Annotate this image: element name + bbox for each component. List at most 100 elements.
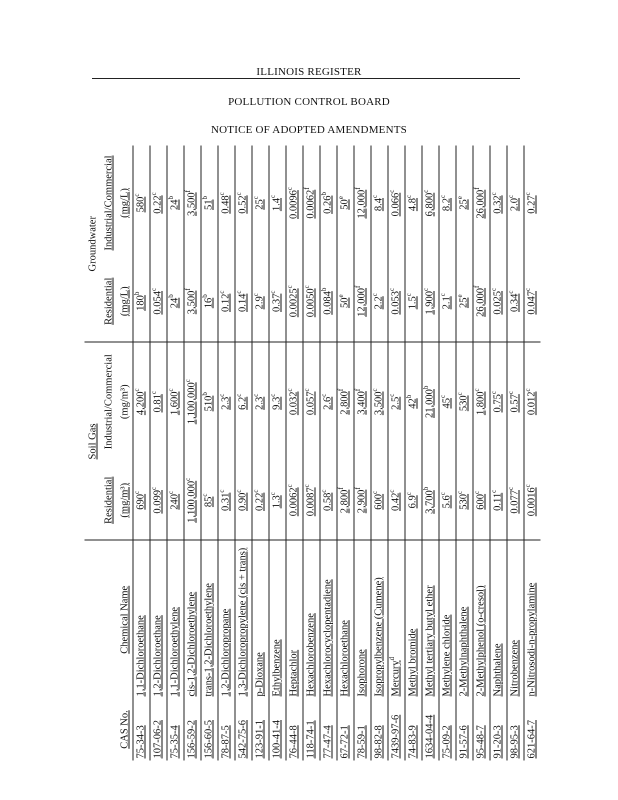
gw-ind-cell: 8.2c (439, 145, 456, 261)
soil-res-cell: 0.099c (150, 460, 167, 541)
cas-cell: 95-48-7 (473, 698, 490, 761)
gw-res-cell: 2.1c (439, 260, 456, 343)
gw-res-cell: 0.34c (507, 260, 524, 343)
table-row: 156-60-5 trans-1,2-Dichloroethylene 85c 510… (201, 145, 218, 761)
gw-ind-cell: 0.22c (150, 145, 167, 261)
chemical-name-header: Chemical Name (119, 585, 131, 654)
table-row: 156-59-2 cis-1,2-Dichloroethylene 1,100,00… (184, 145, 201, 761)
register-title: ILLINOIS REGISTER (256, 66, 362, 78)
cas-cell: 156-59-2 (184, 698, 201, 761)
soil-ind-cell: 9.3c (269, 342, 286, 461)
cas-cell: 78-59-1 (354, 698, 371, 761)
soil-res-cell: 2,800f (337, 460, 354, 541)
cas-cell: 74-83-9 (405, 698, 422, 761)
table-row: 123-91-1 p-Dioxane 0.22c 2.3c 2.9c 25c (252, 145, 269, 761)
gw-res-cell: 1.5c (405, 260, 422, 343)
gw-ind-cell: 4.8c (405, 145, 422, 261)
cas-cell: 67-72-1 (337, 698, 354, 761)
gw-res-cell: 3,500f (184, 260, 201, 343)
chemical-name-cell: 1,2-Dichloroethane (150, 540, 167, 699)
table-row: 118-74-1 Hexachlorobenzene 0.0087c 0.057c 0.… (303, 145, 320, 761)
soil-res-cell: 0.42c (388, 460, 405, 541)
gw-ind-cell: 0.32c (490, 145, 507, 261)
soil-res-cell: 600c (371, 460, 388, 541)
soil-ind-cell: 530c (456, 342, 473, 461)
cas-cell: 7439-97-6 (388, 698, 405, 761)
gw-res-cell: 0.053c (388, 260, 405, 343)
soil-ind-cell: 1,800c (473, 342, 490, 461)
soil-ind-cell: 1,100,000c (184, 342, 201, 461)
soil-ind-cell: 2.3c (218, 342, 235, 461)
gw-ind-cell: 0.52c (235, 145, 252, 261)
gw-res-cell: 25e (456, 260, 473, 343)
cas-cell: 542-75-6 (235, 698, 252, 761)
chemical-name-cell: Methylene chloride (439, 540, 456, 699)
table-row: 1634-04-4 Methyl tertiary butyl ether 3,70… (422, 145, 439, 761)
soil-ind-cell: 2,800f (337, 342, 354, 461)
table-row: 107-06-2 1,2-Dichloroethane 0.099c 0.81c 0.0… (150, 145, 167, 761)
soil-res-cell: 1.3c (269, 460, 286, 541)
cas-cell: 91-20-3 (490, 698, 507, 761)
gw-ind-cell: 25c (252, 145, 269, 261)
gw-ind-cell: 8.4c (371, 145, 388, 261)
chemical-name-cell: Hexachlorobenzene (303, 540, 320, 699)
cas-cell: 98-82-8 (371, 698, 388, 761)
cas-cell: 107-06-2 (150, 698, 167, 761)
chemical-name-cell: 2-Methylphenol (o-cresol) (473, 540, 490, 699)
gw-res-cell: 0.37c (269, 260, 286, 343)
soil-ind-cell: 3,400f (354, 342, 371, 461)
cas-cell: 118-74-1 (303, 698, 320, 761)
chemical-name-cell: Hexachloroethane (337, 540, 354, 699)
gw-res-cell: 0.084b (320, 260, 337, 343)
soil-ind-cell: 0.057c (303, 342, 320, 461)
board-name: POLLUTION CONTROL BOARD (228, 96, 390, 108)
cas-cell: 75-35-4 (167, 698, 184, 761)
gw-res-cell: 2.9c (252, 260, 269, 343)
soil-res-cell: 0.0087c (303, 460, 320, 541)
chemical-name-cell: Isophorone (354, 540, 371, 699)
soil-res-cell: 530c (456, 460, 473, 541)
chemical-name-cell: 1,1-Dichloroethane (133, 540, 150, 699)
notice-title: NOTICE OF ADOPTED AMENDMENTS (211, 124, 407, 136)
soil-res-header: Residential (100, 460, 117, 541)
soil-ind-header: Industrial/Commercial (103, 354, 115, 450)
chemical-name-cell: n-Nitrosodi-n-propylamine (524, 540, 541, 699)
chemical-name-cell: Ethylbenzene (269, 540, 286, 699)
cas-cell: 100-41-4 (269, 698, 286, 761)
chemical-name-cell: cis-1,2-Dichloroethylene (184, 540, 201, 699)
soil-ind-cell: 0.75c (490, 342, 507, 461)
table-row: 74-83-9 Methyl bromide 6.9c 42b 1.5c 4.8c (405, 145, 422, 761)
chemical-name-cell: Isopropylbenzene (Cumene) (371, 540, 388, 699)
gw-ind-cell: 0.066c (388, 145, 405, 261)
gw-res-cell: 0.12c (218, 260, 235, 343)
soil-ind-cell: 2.6c (320, 342, 337, 461)
gw-ind-cell: 0.0062f (303, 145, 320, 261)
gw-ind-cell: 24b (167, 145, 184, 261)
soil-ind-cell: 2.5c (388, 342, 405, 461)
soil-res-unit: (mg/m³) (116, 460, 133, 541)
soil-ind-cell: 6.2c (235, 342, 252, 461)
chemical-name-cell: Mercuryd (388, 540, 405, 699)
soil-ind-cell: 3,500c (371, 342, 388, 461)
soil-ind-cell: 21,000b (422, 342, 439, 461)
table-row: 91-20-3 Naphthalene 0.11c 0.75c 0.025c 0.32c (490, 145, 507, 761)
cas-cell: 77-47-4 (320, 698, 337, 761)
gw-res-unit: (mg/L) (116, 260, 133, 343)
soil-res-cell: 1,100,000c (184, 460, 201, 541)
soil-ind-cell: 0.81c (150, 342, 167, 461)
gw-ind-cell: 12,000f (354, 145, 371, 261)
soil-res-cell: 240c (167, 460, 184, 541)
chemical-name-cell: trans-1,2-Dichloroethylene (201, 540, 218, 699)
chemical-name-cell: Nitrobenzene (507, 540, 524, 699)
gw-res-cell: 0.054c (150, 260, 167, 343)
table-row: 67-72-1 Hexachloroethane 2,800f 2,800f 50e 50… (337, 145, 354, 761)
soil-res-cell: 6.9c (405, 460, 422, 541)
gw-res-cell: 0.0025c (286, 260, 303, 343)
groundwater-group-header: Groundwater (84, 145, 101, 343)
soil-res-cell: 600c (473, 460, 490, 541)
chemical-name-cell: Methyl tertiary butyl ether (422, 540, 439, 699)
gw-ind-cell: 0.0096c (286, 145, 303, 261)
table-row: 77-47-4 Hexachlorocyclopentadiene 0.58c 2.6… (320, 145, 337, 761)
cas-cell: 76-44-8 (286, 698, 303, 761)
chemical-name-cell: Heptachlor (286, 540, 303, 699)
